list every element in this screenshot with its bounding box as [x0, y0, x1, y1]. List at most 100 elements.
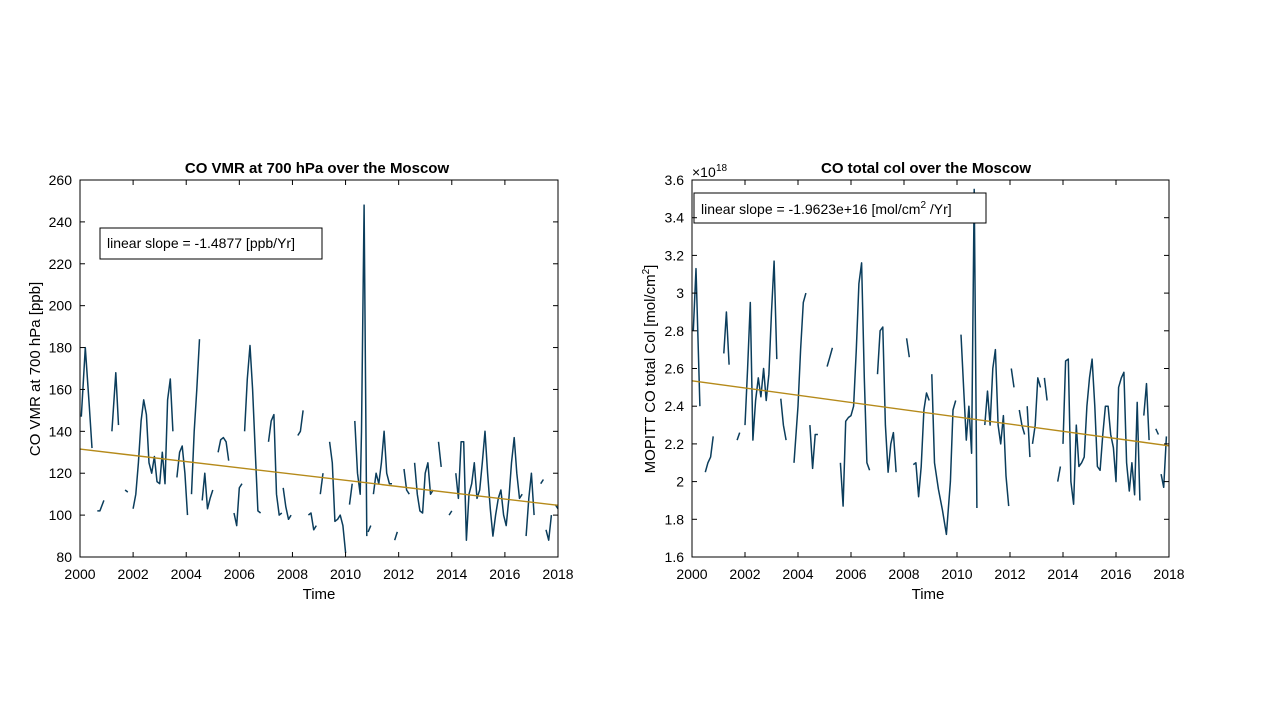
chart-right-y-tick-label: 2.2	[665, 436, 685, 452]
chart-right-series-segment	[960, 188, 978, 509]
chart-right-annotation-box	[693, 192, 987, 224]
chart-left-series-segment	[176, 445, 189, 516]
chart-left-series-segment	[111, 371, 120, 432]
chart-left-plot-area	[79, 204, 559, 553]
chart-left-series-segment	[403, 468, 410, 495]
chart-right-y-tick-label: 3.2	[665, 247, 685, 263]
chart-left-y-tick-label: 140	[49, 423, 73, 439]
chart-left-x-tick-label: 2010	[330, 566, 361, 582]
chart-left-y-tick-label: 160	[49, 381, 73, 397]
chart-right-series-segment	[692, 267, 701, 407]
chart-right-annotation-end: /Yr]	[926, 201, 952, 217]
chart-right-x-tick-label: 2000	[676, 566, 707, 582]
chart-left-y-tick-label: 100	[49, 507, 73, 523]
chart-left-x-tick-label: 2002	[118, 566, 149, 582]
chart-right-series-segment	[736, 432, 741, 441]
chart-left-series-segment	[124, 489, 129, 493]
chart-left-y-tick-label: 80	[56, 549, 72, 565]
chart-right-x-tick-label: 2010	[941, 566, 972, 582]
chart-right-series-segment	[780, 398, 787, 441]
chart-left-x-tick-label: 2018	[542, 566, 573, 582]
chart-right-x-tick-label: 2014	[1047, 566, 1078, 582]
chart-left-x-label: Time	[303, 586, 336, 603]
chart-left-series-segment	[372, 430, 392, 495]
chart-right-y-tick-label: 2	[676, 474, 684, 490]
chart-left-series-segment	[307, 512, 317, 531]
chart-left-series-segment	[190, 339, 201, 495]
chart-right-y-tick-label: 3.6	[665, 172, 685, 188]
chart-right-series-segment	[1160, 436, 1168, 489]
chart-right-x-tick-label: 2016	[1100, 566, 1131, 582]
chart-right: CO total col over the Moscow ×10 18 line…	[641, 160, 1185, 603]
chart-right-x-label: Time	[912, 586, 945, 603]
chart-right-series-segment	[704, 436, 714, 473]
chart-right-annotation-text: linear slope = -1.9623e+16 [mol/cm2 /Yr]	[701, 200, 952, 217]
chart-right-series-segment	[1031, 377, 1042, 445]
chart-right-series-segment	[1018, 409, 1026, 435]
chart-right-y-label-sup: 2	[641, 268, 652, 274]
chart-right-x-tick-label: 2018	[1153, 566, 1184, 582]
chart-left-x-tick-label: 2012	[383, 566, 414, 582]
chart-right-exponent-base: ×10	[692, 164, 716, 180]
chart-right-y-tick-label: 2.6	[665, 361, 685, 377]
chart-left-y-tick-label: 200	[49, 298, 73, 314]
chart-left-x-tick-label: 2016	[489, 566, 520, 582]
chart-left-axes-box	[79, 179, 559, 558]
chart-left-y-label: CO VMR at 700 hPa [ppb]	[27, 282, 44, 456]
chart-right-ticks: 2000 2002 2004 2006 2008 2010 2012 2014 2016 2018…	[665, 172, 1185, 582]
chart-right-series-segment	[793, 292, 807, 463]
chart-right-series-segment	[931, 374, 957, 536]
chart-left-ticks: 2000 2002 2004 2006 2008 2010 2012 2014 2016 2018…	[49, 172, 574, 582]
chart-left-series-segment	[348, 483, 353, 505]
chart-right-series-segment	[723, 311, 730, 365]
chart-left-series-segment	[243, 344, 262, 514]
chart-left-series-segment	[448, 510, 453, 516]
chart-left-series-segment	[233, 483, 243, 527]
chart-right-plot-area	[691, 188, 1170, 536]
chart-left-series-segment	[393, 531, 399, 541]
chart-right-y-label: MOPITT CO total Col [mol/cm2]	[641, 265, 659, 474]
chart-right-series-segment	[826, 347, 834, 367]
chart-right-series-segment	[1143, 382, 1150, 441]
chart-left-series-segment	[267, 413, 283, 516]
chart-left-annotation: linear slope = -1.4877 [ppb/Yr]	[99, 227, 323, 260]
chart-right-series-segment	[1155, 428, 1160, 435]
chart-right-series-segment	[905, 338, 911, 358]
chart-right-series-segment	[1010, 368, 1015, 388]
chart-right-annotation: linear slope = -1.9623e+16 [mol/cm2 /Yr]	[693, 192, 987, 224]
chart-left-y-tick-label: 180	[49, 340, 73, 356]
chart-left-series-segment	[328, 441, 347, 553]
chart-left-series-segment	[282, 487, 292, 521]
chart-left-series-segment	[437, 441, 442, 467]
chart-right-series-segment	[839, 262, 871, 507]
chart-right-series-1	[691, 380, 1170, 447]
chart-right-x-tick-label: 2002	[729, 566, 760, 582]
chart-right-x-tick-label: 2004	[782, 566, 813, 582]
chart-left-series-segment	[545, 515, 553, 541]
chart-left-annotation-box	[99, 227, 323, 260]
chart-right-series-segment	[1043, 377, 1048, 401]
chart-left-series-segment	[217, 436, 230, 461]
chart-right-series-segment	[1056, 466, 1062, 482]
chart-left-series-segment	[540, 479, 545, 485]
chart-left-series-segment	[525, 472, 535, 537]
chart-right-y-tick-label: 2.4	[665, 398, 685, 414]
chart-left-x-tick-label: 2008	[277, 566, 308, 582]
chart-left: CO VMR at 700 hPa over the Moscow linear…	[27, 160, 574, 603]
chart-left-series-segment	[413, 462, 434, 514]
chart-right-x-tick-label: 2008	[888, 566, 919, 582]
chart-right-y-label-main: MOPITT CO total Col [mol/cm	[642, 274, 659, 473]
chart-left-series-1	[79, 448, 559, 506]
chart-right-series-0	[692, 188, 1168, 536]
chart-right-series-segment	[809, 425, 818, 470]
chart-right-series-segment	[984, 348, 1010, 507]
chart-right-series-segment	[1062, 358, 1141, 505]
chart-left-series-segment	[97, 500, 105, 512]
chart-right-exponent: ×10 18	[692, 163, 728, 180]
chart-left-title: CO VMR at 700 hPa over the Moscow	[185, 160, 450, 177]
chart-right-y-tick-label: 1.6	[665, 549, 685, 565]
chart-right-annotation-main: linear slope = -1.9623e+16 [mol/cm	[701, 201, 920, 217]
chart-right-title: CO total col over the Moscow	[821, 160, 1031, 177]
chart-left-series-segment	[354, 204, 368, 537]
chart-left-annotation-text: linear slope = -1.4877 [ppb/Yr]	[107, 235, 295, 251]
